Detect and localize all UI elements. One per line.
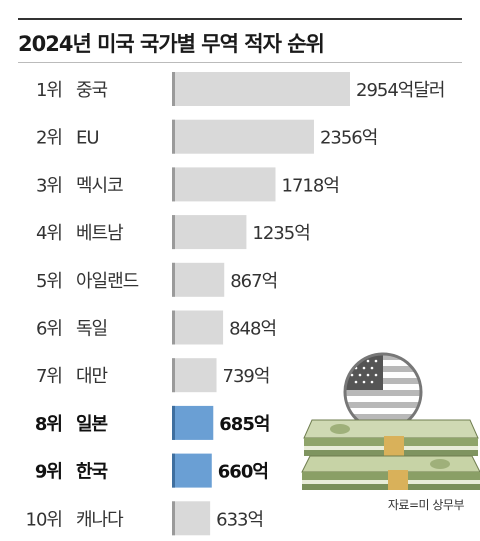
- value-label-1: 2954억달러: [356, 80, 445, 101]
- category-label-8: 일본: [76, 414, 108, 435]
- us-flag-coin-icon: [343, 352, 423, 432]
- bar-edge-10: [172, 501, 175, 536]
- bar-edge-6: [172, 310, 175, 345]
- bar-edge-9: [172, 453, 175, 488]
- bar-1: [172, 72, 350, 106]
- bar-edge-2: [172, 119, 175, 154]
- value-label-2: 2356억: [320, 128, 377, 149]
- bar-edge-4: [172, 215, 175, 250]
- money-stack-icon: [301, 419, 480, 490]
- bar-2: [172, 119, 314, 154]
- category-label-4: 베트남: [76, 223, 123, 244]
- source-note: 자료=미 상무부: [387, 498, 465, 512]
- chart-title: 2024년 미국 국가별 무역 적자 순위: [18, 32, 325, 56]
- category-label-1: 중국: [76, 80, 108, 101]
- bar-10: [172, 501, 211, 536]
- value-label-6: 848억: [229, 319, 276, 340]
- rank-label-1: 1위: [36, 80, 62, 101]
- bar-edge-7: [172, 358, 175, 393]
- category-label-2: EU: [76, 128, 99, 149]
- bar-edge-5: [172, 262, 175, 297]
- bar-3: [172, 167, 276, 202]
- rank-label-7: 7위: [36, 366, 62, 387]
- bar-edge-1: [172, 72, 175, 106]
- rank-label-9: 9위: [35, 462, 62, 483]
- rank-label-10: 10위: [26, 509, 62, 530]
- category-label-7: 대만: [76, 366, 108, 387]
- category-label-3: 멕시코: [76, 175, 123, 196]
- bar-4: [172, 215, 247, 250]
- rank-label-8: 8위: [35, 414, 62, 435]
- value-label-8: 685억: [219, 414, 269, 435]
- value-label-9: 660억: [218, 462, 268, 483]
- value-label-3: 1718억: [282, 175, 339, 196]
- value-label-10: 633억: [216, 509, 263, 530]
- bar-6: [172, 310, 224, 345]
- top-rule: [18, 18, 462, 20]
- bar-9: [172, 453, 212, 488]
- value-label-4: 1235억: [252, 223, 309, 244]
- rank-label-5: 5위: [36, 271, 62, 292]
- bar-8: [172, 405, 214, 440]
- bar-edge-3: [172, 167, 175, 202]
- rank-label-6: 6위: [36, 319, 62, 340]
- bar-edge-8: [172, 405, 175, 440]
- category-label-5: 아일랜드: [76, 271, 139, 292]
- value-label-5: 867억: [230, 271, 277, 292]
- rank-label-2: 2위: [36, 128, 62, 149]
- title-rule: [18, 62, 462, 63]
- value-label-7: 739억: [223, 366, 270, 387]
- rank-label-3: 3위: [36, 175, 62, 196]
- bar-7: [172, 358, 217, 393]
- category-label-6: 독일: [76, 319, 107, 340]
- bar-5: [172, 262, 225, 297]
- category-label-9: 한국: [76, 462, 108, 483]
- rank-label-4: 4위: [36, 223, 62, 244]
- category-label-10: 캐나다: [76, 509, 124, 530]
